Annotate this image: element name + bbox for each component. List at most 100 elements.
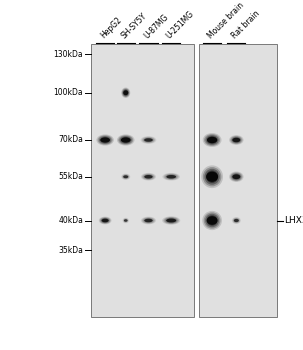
Ellipse shape bbox=[166, 218, 176, 223]
Ellipse shape bbox=[124, 219, 128, 222]
Text: LHX3: LHX3 bbox=[284, 216, 303, 225]
Ellipse shape bbox=[143, 218, 154, 223]
Ellipse shape bbox=[122, 174, 130, 180]
Ellipse shape bbox=[204, 134, 220, 146]
Ellipse shape bbox=[230, 172, 242, 181]
Ellipse shape bbox=[96, 134, 114, 146]
Ellipse shape bbox=[143, 137, 154, 143]
Text: 130kDa: 130kDa bbox=[54, 50, 83, 59]
Ellipse shape bbox=[121, 174, 130, 180]
Ellipse shape bbox=[142, 174, 155, 180]
Ellipse shape bbox=[120, 136, 132, 144]
Ellipse shape bbox=[202, 211, 222, 230]
Ellipse shape bbox=[229, 135, 244, 145]
Ellipse shape bbox=[123, 90, 128, 96]
Ellipse shape bbox=[162, 173, 180, 181]
Ellipse shape bbox=[201, 166, 223, 188]
Ellipse shape bbox=[144, 218, 153, 223]
Ellipse shape bbox=[124, 219, 128, 222]
Ellipse shape bbox=[99, 217, 112, 224]
Ellipse shape bbox=[232, 174, 240, 180]
Ellipse shape bbox=[98, 135, 113, 145]
Ellipse shape bbox=[123, 218, 128, 223]
Ellipse shape bbox=[122, 88, 130, 97]
Ellipse shape bbox=[229, 172, 244, 182]
Ellipse shape bbox=[118, 135, 133, 145]
Ellipse shape bbox=[123, 90, 128, 95]
Ellipse shape bbox=[143, 174, 154, 180]
Ellipse shape bbox=[203, 133, 221, 147]
Ellipse shape bbox=[165, 174, 177, 180]
Ellipse shape bbox=[162, 216, 180, 225]
Ellipse shape bbox=[142, 217, 155, 224]
Text: 35kDa: 35kDa bbox=[58, 246, 83, 255]
Ellipse shape bbox=[166, 219, 176, 222]
Ellipse shape bbox=[166, 175, 176, 179]
Ellipse shape bbox=[100, 217, 111, 224]
Ellipse shape bbox=[234, 218, 239, 223]
Ellipse shape bbox=[122, 175, 129, 179]
Ellipse shape bbox=[121, 137, 131, 143]
Text: Rat brain: Rat brain bbox=[230, 9, 261, 40]
Ellipse shape bbox=[164, 174, 179, 180]
Ellipse shape bbox=[164, 217, 179, 224]
Ellipse shape bbox=[231, 136, 241, 144]
Ellipse shape bbox=[141, 173, 156, 181]
Ellipse shape bbox=[100, 137, 110, 143]
Bar bbox=[91, 44, 194, 317]
Ellipse shape bbox=[165, 218, 178, 223]
Ellipse shape bbox=[232, 217, 240, 223]
Ellipse shape bbox=[102, 219, 109, 222]
Ellipse shape bbox=[206, 172, 218, 182]
Ellipse shape bbox=[206, 170, 218, 183]
Ellipse shape bbox=[207, 137, 217, 143]
Bar bbox=[199, 44, 277, 317]
Ellipse shape bbox=[100, 138, 110, 142]
Ellipse shape bbox=[144, 138, 153, 142]
Text: SH-SY5Y: SH-SY5Y bbox=[119, 11, 148, 40]
Ellipse shape bbox=[99, 136, 111, 144]
Ellipse shape bbox=[144, 175, 153, 179]
Ellipse shape bbox=[121, 88, 130, 98]
Text: U-87MG: U-87MG bbox=[142, 12, 170, 40]
Ellipse shape bbox=[123, 175, 128, 178]
Text: 70kDa: 70kDa bbox=[58, 135, 83, 145]
Text: 55kDa: 55kDa bbox=[58, 172, 83, 181]
Text: Mouse brain: Mouse brain bbox=[206, 1, 245, 40]
Ellipse shape bbox=[230, 136, 242, 144]
Ellipse shape bbox=[102, 218, 109, 223]
Ellipse shape bbox=[123, 175, 128, 178]
Ellipse shape bbox=[101, 218, 110, 223]
Ellipse shape bbox=[144, 219, 153, 222]
Text: 40kDa: 40kDa bbox=[58, 216, 83, 225]
Ellipse shape bbox=[142, 137, 155, 143]
Ellipse shape bbox=[232, 217, 241, 224]
Ellipse shape bbox=[117, 134, 135, 146]
Ellipse shape bbox=[234, 219, 239, 222]
Ellipse shape bbox=[144, 138, 153, 142]
Ellipse shape bbox=[232, 137, 240, 143]
Ellipse shape bbox=[122, 89, 129, 97]
Text: HepG2: HepG2 bbox=[99, 16, 123, 40]
Ellipse shape bbox=[205, 214, 219, 227]
Ellipse shape bbox=[207, 136, 217, 144]
Ellipse shape bbox=[122, 218, 129, 223]
Ellipse shape bbox=[232, 138, 240, 142]
Ellipse shape bbox=[207, 216, 218, 225]
Ellipse shape bbox=[123, 218, 128, 223]
Ellipse shape bbox=[166, 175, 176, 178]
Ellipse shape bbox=[205, 169, 220, 185]
Ellipse shape bbox=[121, 138, 131, 142]
Text: 100kDa: 100kDa bbox=[54, 88, 83, 97]
Ellipse shape bbox=[203, 167, 221, 187]
Ellipse shape bbox=[144, 175, 153, 178]
Ellipse shape bbox=[204, 212, 221, 229]
Text: U-251MG: U-251MG bbox=[165, 9, 196, 40]
Ellipse shape bbox=[141, 136, 156, 144]
Ellipse shape bbox=[232, 174, 240, 179]
Ellipse shape bbox=[207, 215, 218, 226]
Ellipse shape bbox=[205, 135, 219, 145]
Ellipse shape bbox=[233, 218, 239, 223]
Ellipse shape bbox=[141, 217, 156, 224]
Ellipse shape bbox=[231, 173, 241, 181]
